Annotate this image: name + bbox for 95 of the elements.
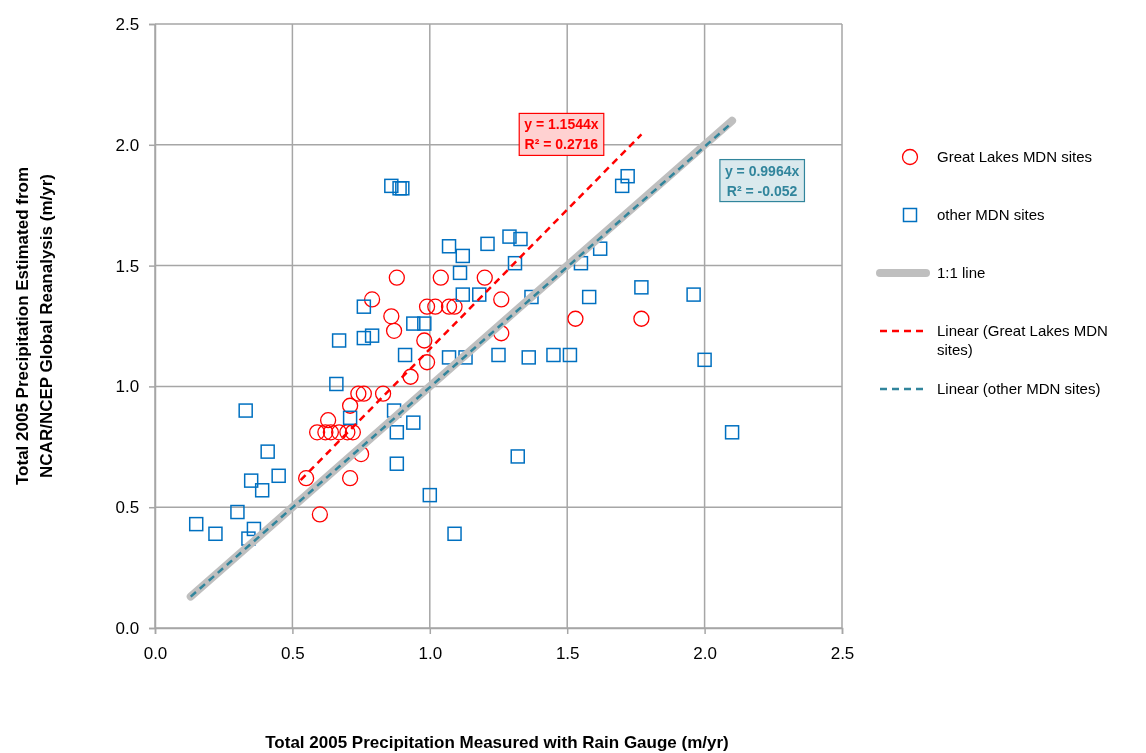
point xyxy=(388,269,405,286)
legend-label: other MDN sites xyxy=(937,206,1045,223)
point xyxy=(417,316,432,331)
point xyxy=(254,483,270,498)
point xyxy=(342,410,358,426)
point xyxy=(389,456,405,471)
point xyxy=(397,347,413,363)
point xyxy=(308,424,326,441)
point xyxy=(383,308,400,325)
x-tick-label: 2.5 xyxy=(830,644,855,664)
point xyxy=(331,333,347,348)
point xyxy=(422,487,438,503)
point xyxy=(341,397,359,414)
point xyxy=(452,265,468,281)
point xyxy=(406,415,421,430)
point xyxy=(620,168,635,184)
point xyxy=(634,280,649,295)
point xyxy=(440,298,458,315)
point xyxy=(491,347,506,363)
y-tick-label: 0.5 xyxy=(115,498,140,518)
x-tick-label: 1.5 xyxy=(555,644,580,664)
point xyxy=(384,178,399,194)
point xyxy=(513,231,528,247)
point xyxy=(447,526,462,542)
point xyxy=(567,310,584,327)
x-tick-label: 1.0 xyxy=(418,644,443,664)
point xyxy=(350,385,367,402)
point xyxy=(319,412,337,429)
point xyxy=(441,239,457,254)
x-tick-label: 0.5 xyxy=(281,644,305,664)
y-tick-label: 2.5 xyxy=(115,14,140,34)
y-tick-label: 1.5 xyxy=(115,256,140,276)
point xyxy=(188,516,204,532)
x-tick-label: 2.0 xyxy=(693,644,717,664)
point xyxy=(322,424,340,441)
point xyxy=(364,328,380,343)
legend-label: Linear (other MDN sites) xyxy=(937,380,1101,397)
point xyxy=(208,526,223,542)
point xyxy=(633,310,650,327)
point xyxy=(297,470,315,487)
point xyxy=(427,298,444,315)
point xyxy=(243,473,259,488)
point xyxy=(317,424,334,441)
point xyxy=(418,298,436,315)
x-axis-title: Total 2005 Precipitation Measured with Rain Gauge (m/yr) xyxy=(265,733,729,752)
point xyxy=(339,424,356,441)
point xyxy=(363,291,381,308)
point xyxy=(432,269,449,286)
point xyxy=(546,347,561,363)
point xyxy=(502,229,517,244)
point xyxy=(356,299,372,314)
point xyxy=(686,287,701,302)
point xyxy=(344,424,362,441)
point xyxy=(356,330,372,346)
legend-label: Great Lakes MDN sites xyxy=(937,148,1093,165)
x-tick-label: 0.0 xyxy=(143,644,168,664)
point xyxy=(521,350,536,365)
point xyxy=(329,376,344,392)
y-tick-label: 1.0 xyxy=(115,377,140,397)
point xyxy=(389,425,405,440)
point xyxy=(724,425,740,440)
legend-label: Linear (Great Lakes MDN sites) xyxy=(937,322,1108,358)
point xyxy=(416,332,433,349)
point xyxy=(493,291,510,308)
point xyxy=(311,506,329,523)
point xyxy=(374,385,392,402)
y-axis-title: Total 2005 Precipitation Estimated from NCAR/NCEP Global Reanalysis (m/yr) xyxy=(13,166,56,486)
point xyxy=(341,470,359,487)
point xyxy=(480,236,495,252)
point xyxy=(472,287,487,302)
point xyxy=(446,298,463,315)
point xyxy=(406,316,421,331)
point xyxy=(385,322,403,339)
point xyxy=(418,354,436,371)
point xyxy=(238,403,253,418)
y-tick-label: 0.0 xyxy=(115,618,140,638)
point xyxy=(476,269,493,286)
point xyxy=(330,424,348,441)
point xyxy=(260,444,275,459)
point xyxy=(455,248,471,264)
point xyxy=(510,449,525,464)
point xyxy=(562,347,578,363)
point xyxy=(230,504,245,520)
y-tick-label: 2.0 xyxy=(115,135,140,155)
point xyxy=(355,385,372,402)
point xyxy=(271,468,286,484)
point xyxy=(455,287,471,302)
point xyxy=(697,352,712,368)
point xyxy=(581,289,597,305)
annotation: y = 0.9964x R² = -0.052 xyxy=(724,162,800,199)
point xyxy=(507,255,523,271)
annotation: y = 1.1544x R² = 0.2716 xyxy=(524,116,599,153)
point xyxy=(402,368,419,385)
point xyxy=(614,178,630,194)
legend-label: 1:1 line xyxy=(937,264,986,281)
